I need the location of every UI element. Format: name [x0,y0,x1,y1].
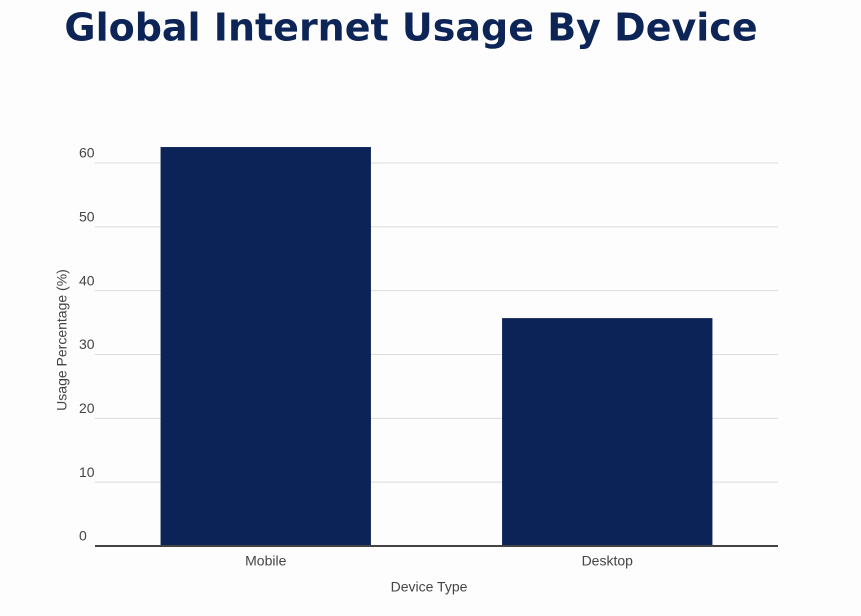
y-tick-label: 40 [79,272,95,288]
x-axis-label: Device Type [391,579,468,595]
y-tick-label: 10 [79,464,95,480]
y-tick-label: 30 [79,336,95,352]
y-tick-label: 50 [79,209,95,225]
bar [502,318,713,546]
y-tick-label: 20 [79,400,95,416]
bar [160,147,371,546]
x-tick-label: Mobile [245,553,286,569]
y-tick-label: 0 [79,528,87,544]
x-tick-label: Desktop [582,553,634,569]
y-axis-label: Usage Percentage (%) [54,269,70,411]
y-tick-label: 60 [79,145,95,161]
chart-title: Global Internet Usage By Device [64,6,757,50]
